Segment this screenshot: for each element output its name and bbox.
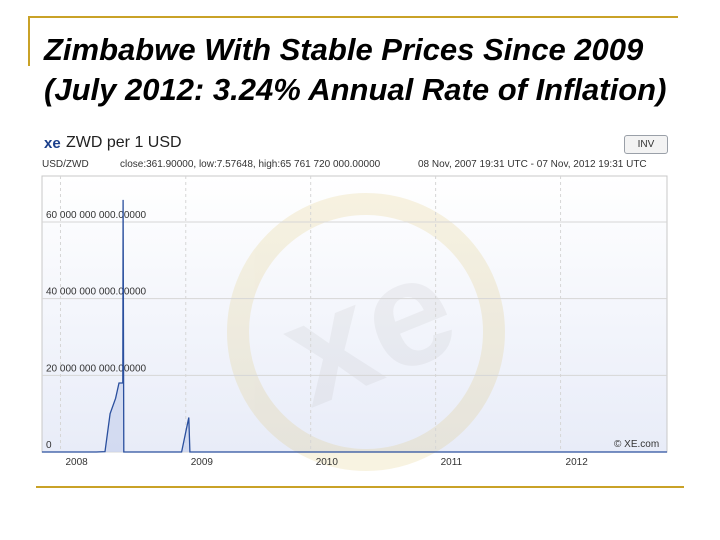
frame-top-rule	[28, 16, 678, 18]
frame-left-rule	[28, 16, 30, 66]
x-tick-label: 2011	[441, 457, 463, 468]
y-tick-label: 0	[46, 440, 52, 451]
widget-title: ZWD per 1 USD	[66, 134, 182, 151]
invert-button[interactable]: INV	[624, 135, 668, 154]
widget-header: xe ZWD per 1 USD INV	[36, 132, 676, 156]
y-tick-label: 60 000 000 000.00000	[46, 210, 147, 221]
x-tick-label: 2010	[316, 457, 339, 468]
x-tick-label: 2008	[65, 457, 88, 468]
y-tick-label: 40 000 000 000.00000	[46, 287, 147, 298]
currency-pair: USD/ZWD	[42, 159, 89, 170]
slide-title: Zimbabwe With Stable Prices Since 2009 (…	[44, 32, 667, 107]
stats-bar: USD/ZWD close:361.90000, low:7.57648, hi…	[36, 159, 676, 173]
xe-logo: xe	[44, 135, 61, 152]
xe-chart-screenshot: xe 0 20 000 000 000.00000 40 000 000 000.0…	[36, 132, 676, 472]
x-tick-label: 2009	[191, 457, 214, 468]
date-range: 08 Nov, 2007 19:31 UTC - 07 Nov, 2012 19…	[418, 159, 647, 170]
close-low-high: close:361.90000, low:7.57648, high:65 76…	[120, 159, 381, 170]
frame-bottom-rule	[36, 486, 684, 488]
x-tick-label: 2012	[566, 457, 589, 468]
y-tick-label: 20 000 000 000.00000	[46, 363, 147, 374]
series-line	[42, 199, 667, 453]
xe-watermark-label: © XE.com	[614, 439, 659, 450]
